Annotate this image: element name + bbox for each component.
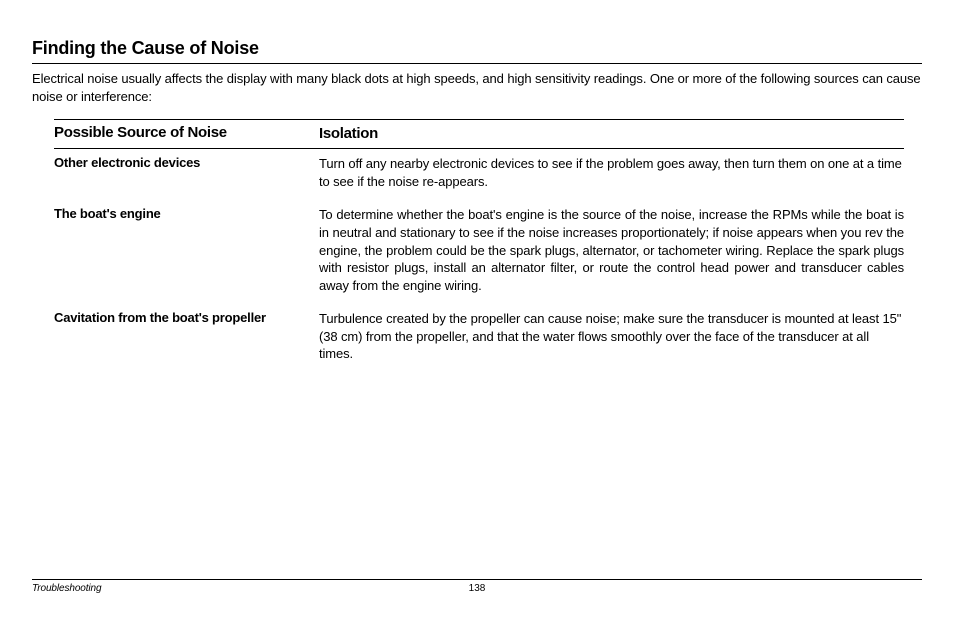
row-isolation: Turbulence created by the propeller can … (319, 310, 904, 363)
table-row: The boat's engine To determine whether t… (54, 200, 904, 304)
row-source: The boat's engine (54, 206, 319, 294)
header-isolation: Isolation (319, 124, 904, 144)
header-source: Possible Source of Noise (54, 124, 319, 144)
page-footer: Troubleshooting 138 (32, 579, 922, 594)
section-heading: Finding the Cause of Noise (32, 38, 922, 64)
row-source: Other electronic devices (54, 155, 319, 190)
intro-paragraph: Electrical noise usually affects the dis… (32, 70, 922, 105)
row-isolation: To determine whether the boat's engine i… (319, 206, 904, 294)
row-source: Cavitation from the boat's propeller (54, 310, 319, 363)
noise-table: Possible Source of Noise Isolation Other… (54, 119, 904, 373)
row-isolation: Turn off any nearby electronic devices t… (319, 155, 904, 190)
table-row: Cavitation from the boat's propeller Tur… (54, 304, 904, 373)
footer-section-name: Troubleshooting (32, 583, 101, 594)
table-row: Other electronic devices Turn off any ne… (54, 149, 904, 200)
footer-page-number: 138 (469, 583, 486, 594)
table-header-row: Possible Source of Noise Isolation (54, 120, 904, 149)
